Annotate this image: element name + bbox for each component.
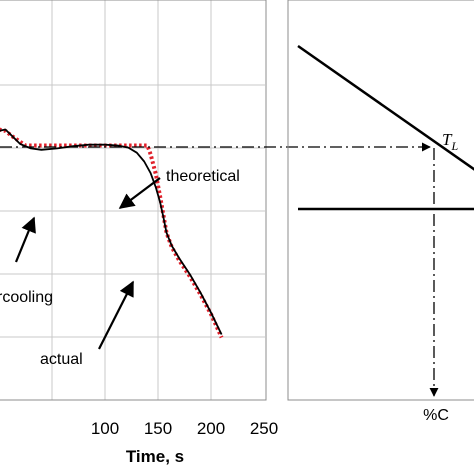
- theoretical-arrow: [118, 177, 161, 209]
- undercooling-arrow: [14, 216, 36, 263]
- tl-label: TL: [442, 130, 458, 153]
- actual-annotation: actual: [40, 351, 83, 368]
- x-tick-label: 150: [144, 419, 172, 438]
- plot-frame: [0, 0, 267, 401]
- gridlines: [0, 0, 265, 400]
- x-tick-label: 250: [250, 419, 278, 438]
- undercooling-annotation: rcooling: [0, 289, 53, 306]
- phase-frame: [287, 0, 474, 401]
- liquidus-line: [297, 44, 474, 171]
- x-axis-title: Time, s: [126, 447, 184, 466]
- actual-series-line: [0, 128, 223, 335]
- x-tick-labels: 100 150 200 250: [91, 419, 278, 438]
- percent-carbon-label: %C: [423, 407, 449, 424]
- theoretical-series-line: [0, 127, 224, 339]
- series-group: [0, 127, 224, 339]
- phase-diagram-chart: TL %C: [287, 0, 474, 424]
- actual-arrow: [98, 280, 134, 350]
- x-tick-label: 100: [91, 419, 119, 438]
- x-tick-label: 200: [197, 419, 225, 438]
- theoretical-annotation: theoretical: [166, 168, 240, 185]
- cooling-curve-chart: 100 150 200 250 Time, s theoretical rcoolin…: [0, 0, 278, 466]
